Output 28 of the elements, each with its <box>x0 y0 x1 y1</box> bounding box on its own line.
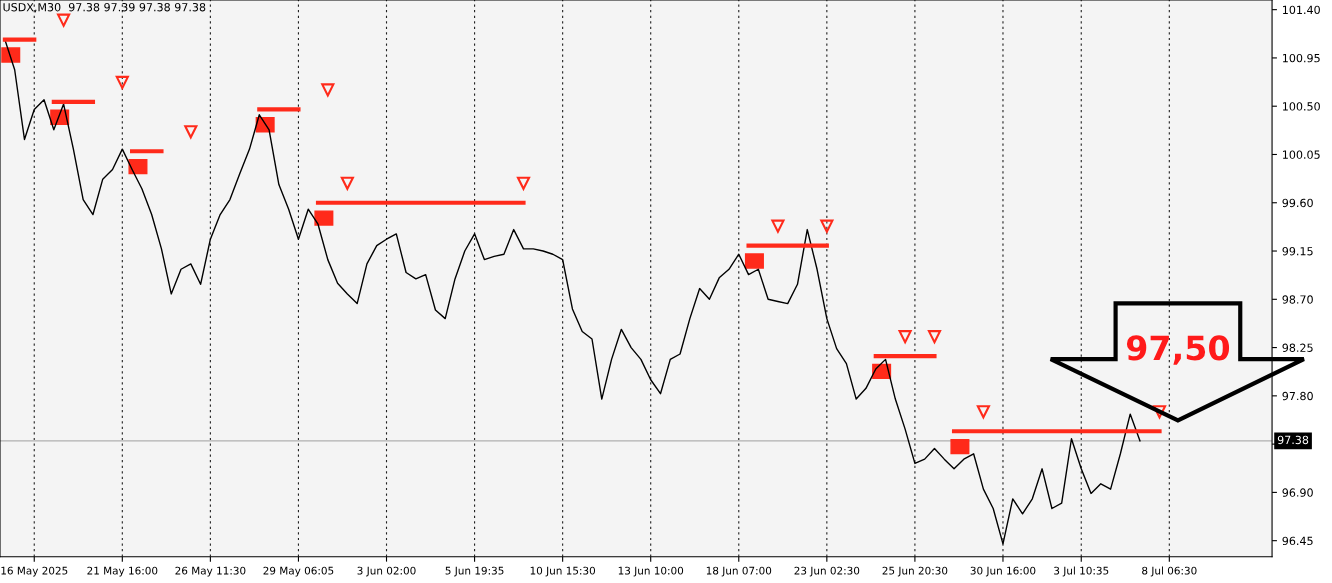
y-tick-label: 100.95 <box>1283 53 1320 63</box>
y-tick-label: 98.70 <box>1282 295 1313 304</box>
x-tick-label: 13 Jun 10:00 <box>618 566 684 577</box>
x-tick-label: 29 May 06:05 <box>263 566 334 577</box>
y-tick-label: 97.80 <box>1282 391 1313 401</box>
x-tick-label: 18 Jun 07:00 <box>706 566 772 577</box>
y-tick-label: 98.25 <box>1282 343 1313 352</box>
ref-line-label: 97.38 <box>1277 435 1309 445</box>
y-tick-label: 99.60 <box>1282 198 1313 208</box>
x-tick-label: 8 Jul 06:30 <box>1142 566 1197 577</box>
y-tick-label: 99.15 <box>1282 247 1313 256</box>
annotation: 97,50 <box>1126 335 1230 365</box>
x-tick-label: 16 May 2025 <box>1 566 68 577</box>
y-tick-label: 100.05 <box>1283 150 1320 159</box>
y-tick-label: 96.45 <box>1282 536 1313 546</box>
y-tick-label: 96.90 <box>1282 488 1313 497</box>
x-tick-label: 23 Jun 02:30 <box>794 566 860 577</box>
x-tick-label: 26 May 11:30 <box>175 566 246 577</box>
y-tick-label: 101.40 <box>1283 5 1320 15</box>
x-tick-label: 30 Jun 16:00 <box>970 566 1036 577</box>
x-tick-label: 21 May 16:00 <box>87 566 158 577</box>
x-tick-label: 25 Jun 20:30 <box>882 566 948 577</box>
chart-title: USDX,M30 97.38 97.39 97.38 97.38 <box>3 2 206 13</box>
x-tick-label: 3 Jul 10:35 <box>1054 566 1109 577</box>
x-tick-label: 10 Jun 15:30 <box>530 566 596 577</box>
x-tick-label: 3 Jun 02:00 <box>357 566 416 577</box>
y-tick-label: 100.50 <box>1283 102 1320 111</box>
x-tick-label: 5 Jun 19:35 <box>445 566 504 577</box>
